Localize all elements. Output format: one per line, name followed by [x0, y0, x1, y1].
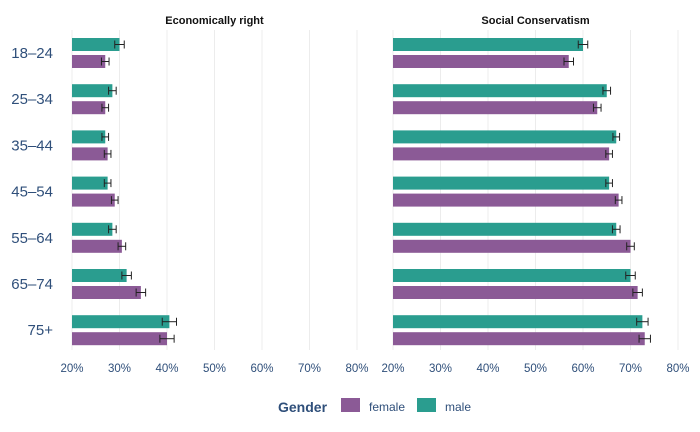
y-category-label: 25–34	[11, 91, 53, 108]
bar-male	[393, 176, 610, 190]
panel-title: Economically right	[165, 15, 264, 27]
x-tick-label: 20%	[60, 363, 83, 375]
x-tick-label: 40%	[476, 363, 499, 375]
legend-label-female: female	[369, 400, 405, 414]
bar-female	[72, 239, 122, 253]
bar-female	[393, 147, 610, 161]
x-tick-label: 40%	[155, 363, 178, 375]
y-category-label: 55–64	[11, 230, 53, 247]
bar-male	[72, 130, 106, 144]
bar-male	[393, 84, 607, 98]
y-axis-labels: 18–24 25–34 35–44 45–54 55–64 65–74 75+	[11, 45, 53, 339]
x-tick-label: 30%	[108, 363, 131, 375]
bar-female	[393, 101, 598, 115]
legend: Gender female male	[278, 398, 471, 415]
bar-female	[72, 286, 141, 299]
bar-male	[72, 176, 108, 190]
bar-female	[72, 147, 108, 161]
bar-male	[72, 84, 113, 98]
legend-swatch-male	[417, 398, 436, 412]
x-tick-label: 70%	[298, 363, 321, 375]
y-category-label: 65–74	[11, 276, 53, 293]
x-tick-label: 20%	[381, 363, 404, 375]
panel-2: Social Conservatism 20% 30% 40% 50% 60% 70% 80%	[381, 15, 689, 375]
x-tick-label: 80%	[345, 363, 368, 375]
bar-female	[72, 332, 167, 346]
bar-male	[393, 315, 643, 329]
bar-female	[72, 193, 115, 207]
x-tick-label: 30%	[429, 363, 452, 375]
y-category-label: 35–44	[11, 137, 53, 154]
x-tick-label: 80%	[666, 363, 689, 375]
x-tick-label: 50%	[524, 363, 547, 375]
bar-male	[393, 130, 617, 144]
bar-female	[393, 286, 638, 299]
panel-1: Economically right 20% 30% 40% 50% 60% 70% 80%	[60, 15, 368, 375]
bar-male	[72, 222, 113, 236]
y-category-label: 45–54	[11, 184, 53, 201]
bar-female	[72, 101, 106, 115]
bar-male	[72, 315, 170, 329]
y-category-label: 75+	[28, 322, 54, 339]
bar-male	[393, 38, 583, 51]
legend-swatch-female	[341, 398, 360, 412]
bar-male	[72, 38, 120, 51]
legend-label-male: male	[445, 400, 471, 414]
bar-female	[393, 239, 631, 253]
bar-male	[393, 269, 631, 282]
bar-female	[393, 193, 619, 207]
bar-female	[393, 332, 645, 346]
legend-title: Gender	[278, 399, 328, 415]
panel-title: Social Conservatism	[481, 15, 589, 27]
bar-female	[393, 55, 569, 68]
bar-female	[72, 55, 106, 68]
bar-male	[72, 269, 127, 282]
x-tick-label: 60%	[571, 363, 594, 375]
x-tick-label: 50%	[203, 363, 226, 375]
x-tick-label: 60%	[250, 363, 273, 375]
x-tick-label: 70%	[619, 363, 642, 375]
bar-male	[393, 222, 617, 236]
y-category-label: 18–24	[11, 45, 53, 62]
